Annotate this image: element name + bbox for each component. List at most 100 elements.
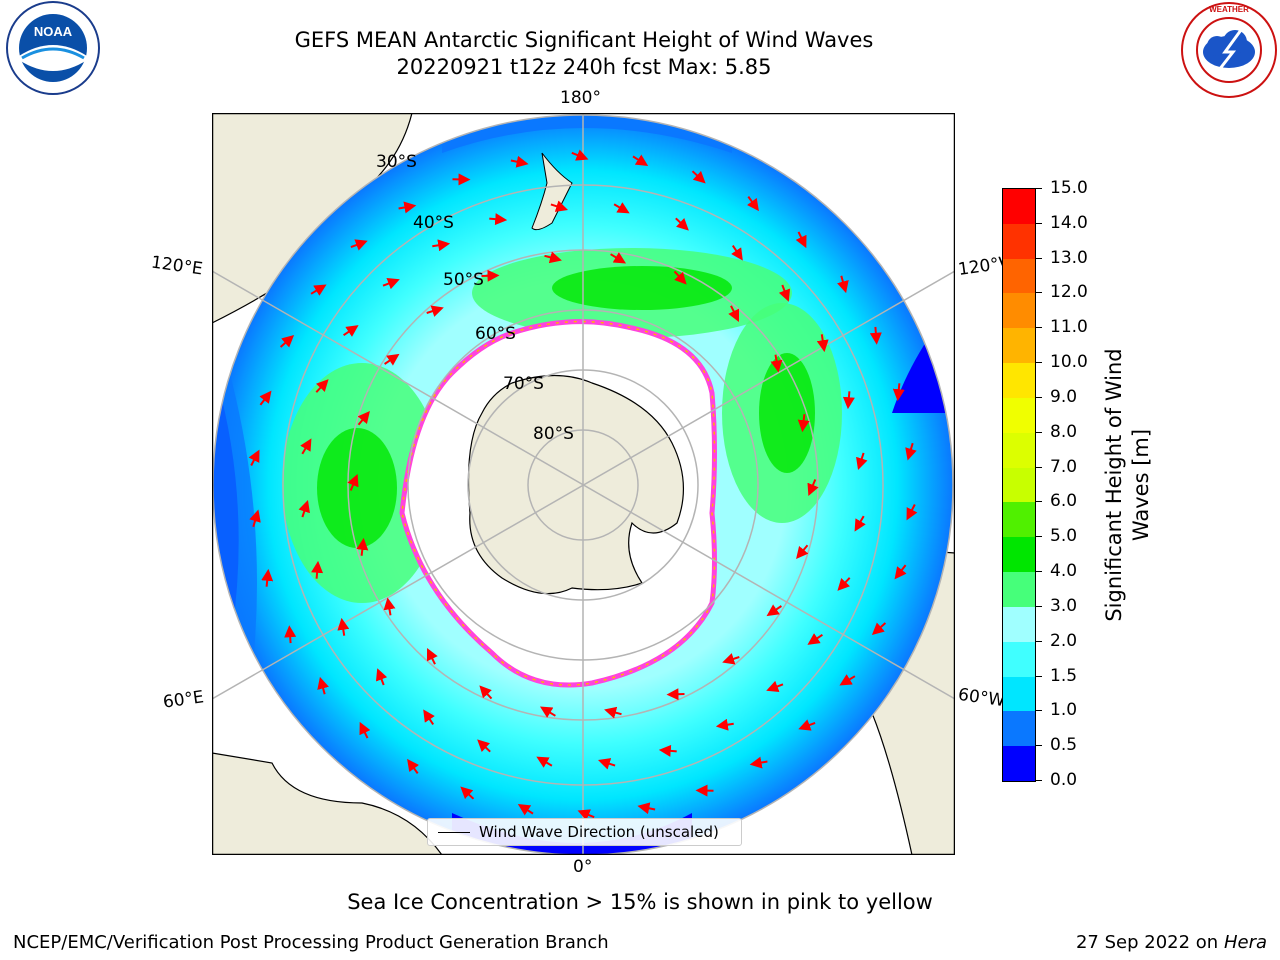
svg-text:WEATHER: WEATHER <box>1209 5 1249 14</box>
wave-direction-arrow <box>747 196 759 212</box>
wave-direction-arrow <box>426 305 444 317</box>
wave-direction-arrow <box>796 544 809 560</box>
colorbar-band <box>1003 432 1035 469</box>
wave-direction-arrow <box>797 414 810 433</box>
wave-direction-arrow <box>597 758 616 770</box>
wave-direction-arrow <box>658 744 677 757</box>
lat-label-50s: 50°S <box>443 270 484 290</box>
wave-direction-arrow <box>610 252 627 264</box>
chart-title: GEFS MEAN Antarctic Significant Height o… <box>294 28 874 52</box>
colorbar-band <box>1003 746 1035 782</box>
wave-direction-arrow <box>839 674 856 686</box>
wave-direction-arrow <box>842 391 855 410</box>
colorbar-tick-label: 13.0 <box>1036 249 1088 267</box>
wave-direction-arrow <box>517 803 534 816</box>
wave-direction-arrow <box>675 217 689 231</box>
colorbar-band <box>1003 606 1035 643</box>
wave-direction-arrow <box>905 442 917 461</box>
wave-direction-arrow <box>894 564 907 580</box>
lat-label-80s: 80°S <box>533 424 574 444</box>
wave-direction-arrow <box>398 201 417 214</box>
wave-direction-arrow <box>577 809 595 821</box>
noaa-logo: NOAA <box>0 0 106 100</box>
noaa-logo-text: NOAA <box>34 24 73 39</box>
wave-direction-arrow <box>715 718 734 731</box>
colorbar-tick-label: 1.5 <box>1036 667 1077 685</box>
wave-direction-arrow <box>604 706 622 719</box>
colorbar-band <box>1003 189 1035 225</box>
colorbar-band <box>1003 572 1035 608</box>
wave-direction-arrow <box>382 277 400 290</box>
wave-direction-arrow <box>279 335 295 348</box>
lat-label-40s: 40°S <box>413 213 454 233</box>
wave-direction-arrow <box>407 758 419 774</box>
lon-label-180: 180° <box>560 88 601 108</box>
wave-direction-arrow <box>310 284 327 296</box>
colorbar-tick-label: 9.0 <box>1036 388 1077 406</box>
wave-direction-arrow <box>259 390 272 406</box>
wave-direction-arrow <box>637 802 656 815</box>
wind-wave-arrows <box>248 149 918 821</box>
wave-direction-arrow <box>423 709 435 725</box>
wave-direction-arrow <box>359 721 371 739</box>
wave-direction-arrow <box>343 325 359 337</box>
colorbar-tick-label: 0.0 <box>1036 772 1077 789</box>
colorbar-tick-label: 5.0 <box>1036 528 1077 545</box>
wave-direction-arrow <box>778 284 791 302</box>
colorbar-tick-label: 1.0 <box>1036 702 1077 719</box>
wave-direction-arrow <box>770 354 783 373</box>
map-legend: Wind Wave Direction (unscaled) <box>427 818 742 846</box>
wave-direction-arrow <box>337 617 350 636</box>
wave-direction-arrow <box>856 452 868 471</box>
colorbar-tick-label: 11.0 <box>1036 319 1088 336</box>
colorbar-band <box>1003 537 1035 573</box>
wave-direction-arrow <box>871 622 887 635</box>
colorbar-tick-label: 12.0 <box>1036 284 1088 301</box>
lat-label-70s: 70°S <box>503 374 544 394</box>
colorbar-band <box>1003 328 1035 364</box>
lat-label-60s: 60°S <box>475 324 516 344</box>
wave-direction-arrow <box>544 251 562 264</box>
wave-direction-arrow <box>854 515 866 532</box>
wave-direction-arrow <box>317 676 329 695</box>
colorbar <box>1002 188 1036 782</box>
wave-direction-arrow <box>807 479 819 497</box>
lat-label-30s: 30°S <box>376 152 417 172</box>
wave-direction-arrow <box>357 410 370 426</box>
wave-direction-arrow <box>539 706 556 718</box>
wave-direction-arrow <box>248 449 260 466</box>
wave-direction-arrow <box>536 756 553 768</box>
wave-direction-arrow <box>550 200 569 212</box>
colorbar-tick-label: 0.5 <box>1036 737 1077 754</box>
wave-direction-arrow <box>807 633 823 645</box>
wave-direction-arrow <box>795 231 807 249</box>
wave-direction-arrow <box>749 756 768 769</box>
legend-line-icon <box>438 832 470 833</box>
sea-ice-note: Sea Ice Concentration > 15% is shown in … <box>347 890 933 914</box>
colorbar-band <box>1003 223 1035 260</box>
wave-direction-arrow <box>766 604 782 617</box>
wave-direction-arrow <box>731 245 743 261</box>
wave-direction-arrow <box>300 438 312 455</box>
lon-label-0: 0° <box>573 857 593 877</box>
wave-direction-arrow <box>632 154 649 167</box>
wave-direction-arrow <box>426 648 438 665</box>
wave-direction-arrow <box>356 537 369 556</box>
wave-direction-arrow <box>249 509 261 528</box>
wave-direction-arrow <box>837 577 851 591</box>
new-zealand-land <box>531 152 573 231</box>
wave-direction-arrow <box>510 155 529 168</box>
colorbar-tick-label: 3.0 <box>1036 597 1077 615</box>
wave-direction-arrow <box>479 685 493 700</box>
colorbar-band <box>1003 397 1035 434</box>
colorbar-band <box>1003 641 1035 678</box>
colorbar-tick-label: 6.0 <box>1036 493 1077 510</box>
wave-direction-arrow <box>613 202 630 214</box>
wave-direction-arrow <box>384 353 400 366</box>
wave-direction-arrow <box>869 326 882 345</box>
wave-direction-arrow <box>766 680 784 693</box>
wave-direction-arrow <box>315 379 329 393</box>
colorbar-tick-label: 7.0 <box>1036 458 1077 476</box>
colorbar-tick-label: 15.0 <box>1036 180 1088 197</box>
lon-label-120e: 120°E <box>149 252 204 280</box>
